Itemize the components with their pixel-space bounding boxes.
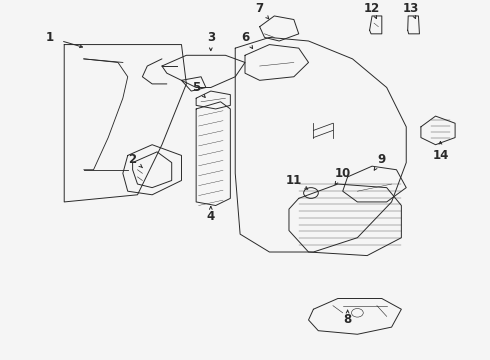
Text: 2: 2 <box>128 153 137 166</box>
Text: 11: 11 <box>286 174 302 187</box>
Text: 9: 9 <box>378 153 386 166</box>
Text: 14: 14 <box>432 149 449 162</box>
Text: 1: 1 <box>46 31 53 44</box>
Text: 6: 6 <box>241 31 249 44</box>
Text: 5: 5 <box>192 81 200 94</box>
Text: 7: 7 <box>256 2 264 15</box>
Text: 3: 3 <box>207 31 215 44</box>
Text: 4: 4 <box>207 210 215 223</box>
Text: 8: 8 <box>343 314 352 327</box>
Text: 10: 10 <box>335 167 351 180</box>
Text: 13: 13 <box>403 2 419 15</box>
Text: 12: 12 <box>364 2 380 15</box>
